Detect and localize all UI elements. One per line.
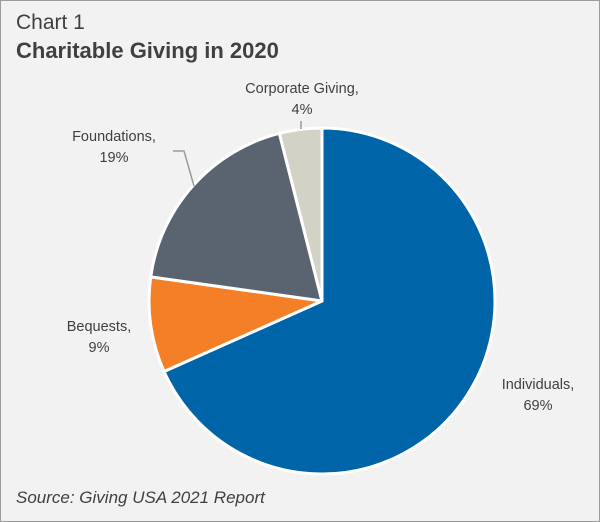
source-note: Source: Giving USA 2021 Report — [16, 488, 265, 507]
leader-line-foundations — [173, 150, 195, 187]
slice-label-name: Foundations, — [72, 129, 156, 145]
slice-label-corporate-giving: Corporate Giving, 4% — [245, 81, 359, 118]
slice-label-value: 9% — [89, 340, 110, 356]
pie-slice-bequests — [147, 275, 324, 374]
pie-slice-individuals — [162, 126, 497, 476]
slice-label-value: 19% — [99, 150, 128, 166]
chart-number: Chart 1 — [16, 11, 85, 34]
slice-label-name: Individuals, — [502, 377, 575, 393]
slice-label-value: 4% — [292, 102, 313, 118]
pie-slice-corporate-giving — [277, 126, 324, 303]
slice-label-individuals: Individuals, 69% — [502, 377, 575, 414]
slice-label-name: Corporate Giving, — [245, 81, 359, 97]
slice-label-value: 69% — [523, 398, 552, 414]
slice-label-foundations: Foundations, 19% — [72, 129, 156, 166]
slice-label-name: Bequests, — [67, 319, 132, 335]
chart-title: Charitable Giving in 2020 — [16, 38, 279, 63]
slice-label-bequests: Bequests, 9% — [67, 319, 132, 356]
